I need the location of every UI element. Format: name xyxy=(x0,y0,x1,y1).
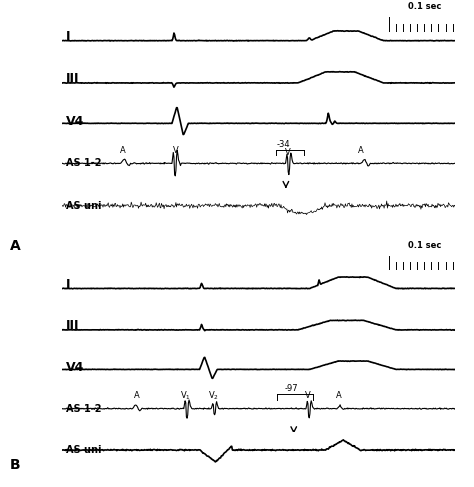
Text: AS 1-2: AS 1-2 xyxy=(65,158,101,169)
Text: A: A xyxy=(120,146,126,154)
Text: 0.1 sec: 0.1 sec xyxy=(408,2,441,11)
Text: B: B xyxy=(9,458,20,472)
Text: A: A xyxy=(336,391,342,400)
Text: AS 1-2: AS 1-2 xyxy=(65,404,101,413)
Text: -34: -34 xyxy=(277,140,291,149)
Text: 0.1 sec: 0.1 sec xyxy=(408,241,441,250)
Text: V$_1$: V$_1$ xyxy=(180,389,191,402)
Text: -97: -97 xyxy=(285,384,299,393)
Text: V4: V4 xyxy=(65,114,84,128)
Text: A: A xyxy=(358,146,364,154)
Text: AS uni: AS uni xyxy=(65,201,101,211)
Text: III: III xyxy=(65,319,79,332)
Text: A: A xyxy=(9,239,20,253)
Text: V4: V4 xyxy=(65,361,84,374)
Text: V$_2$: V$_2$ xyxy=(208,389,219,402)
Text: III: III xyxy=(65,72,79,85)
Text: V: V xyxy=(305,391,310,400)
Text: AS uni: AS uni xyxy=(65,445,101,455)
Text: I: I xyxy=(65,278,70,291)
Text: A: A xyxy=(134,391,139,400)
Text: V: V xyxy=(173,146,179,154)
Text: I: I xyxy=(65,30,70,43)
Text: V: V xyxy=(285,149,291,157)
